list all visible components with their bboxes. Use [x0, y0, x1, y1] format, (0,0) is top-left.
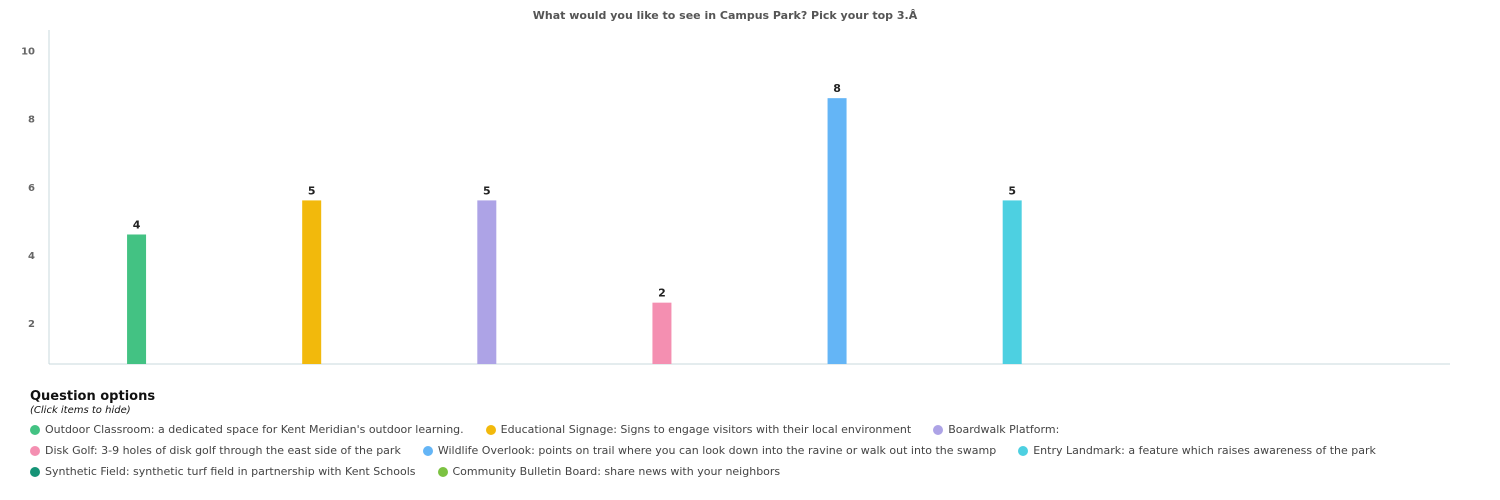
legend-item[interactable]: Disk Golf: 3-9 holes of disk golf throug… [30, 444, 401, 457]
legend: Question options (Click items to hide) O… [30, 389, 1470, 478]
legend-color-dot [422, 445, 433, 456]
legend-item-label: Synthetic Field: synthetic turf field in… [45, 465, 416, 478]
legend-item-label: Disk Golf: 3-9 holes of disk golf throug… [45, 444, 401, 457]
legend-color-dot [933, 424, 944, 435]
bar[interactable] [1002, 200, 1022, 364]
y-tick-label: 10 [21, 46, 35, 57]
legend-item[interactable]: Synthetic Field: synthetic turf field in… [30, 465, 416, 478]
y-tick-label: 4 [28, 251, 35, 262]
y-tick-label: 6 [28, 183, 35, 194]
bar-value-label: 8 [833, 82, 841, 95]
legend-item[interactable]: Educational Signage: Signs to engage vis… [485, 423, 912, 436]
legend-item-label: Educational Signage: Signs to engage vis… [500, 423, 912, 436]
legend-color-dot [1018, 445, 1029, 456]
legend-color-dot [437, 466, 448, 477]
bar-value-label: 5 [308, 184, 316, 197]
legend-item-label: Community Bulletin Board: share news wit… [452, 465, 781, 478]
y-axis-ticks: 2 4 6 8 10 [21, 46, 35, 330]
legend-item[interactable]: Boardwalk Platform: [933, 423, 1059, 436]
bar[interactable] [827, 98, 847, 364]
bar-chart: 2 4 6 8 10 4 5 5 2 8 5 [21, 30, 1450, 365]
legend-subtitle: (Click items to hide) [30, 405, 131, 416]
bar[interactable] [652, 302, 672, 364]
legend-item[interactable]: Wildlife Overlook: points on trail where… [422, 444, 997, 457]
legend-items: Outdoor Classroom: a dedicated space for… [30, 423, 1470, 478]
bar-value-label: 5 [1008, 184, 1016, 197]
bar-value-label: 2 [658, 287, 666, 300]
legend-item-label: Entry Landmark: a feature which raises a… [1033, 444, 1376, 457]
legend-color-dot [485, 424, 496, 435]
legend-color-dot [30, 445, 40, 456]
data-labels: 4 5 5 2 8 5 [133, 82, 1016, 299]
y-tick-label: 8 [28, 115, 35, 126]
legend-item-label: Boardwalk Platform: [948, 423, 1060, 436]
legend-title: Question options [30, 389, 156, 404]
legend-item[interactable]: Entry Landmark: a feature which raises a… [1018, 444, 1376, 457]
legend-item[interactable]: Community Bulletin Board: share news wit… [437, 465, 781, 478]
bar-value-label: 5 [483, 184, 491, 197]
bar[interactable] [302, 200, 322, 364]
y-tick-label: 2 [28, 319, 35, 330]
legend-color-dot [30, 424, 40, 435]
bars [127, 98, 1022, 364]
bar[interactable] [477, 200, 497, 364]
legend-color-dot [30, 466, 40, 477]
legend-item-label: Outdoor Classroom: a dedicated space for… [45, 423, 464, 436]
bar-value-label: 4 [133, 218, 141, 231]
legend-item[interactable]: Outdoor Classroom: a dedicated space for… [30, 423, 464, 436]
legend-item-label: Wildlife Overlook: points on trail where… [437, 444, 997, 457]
chart-title: What would you like to see in Campus Par… [532, 9, 918, 22]
bar[interactable] [127, 234, 147, 364]
